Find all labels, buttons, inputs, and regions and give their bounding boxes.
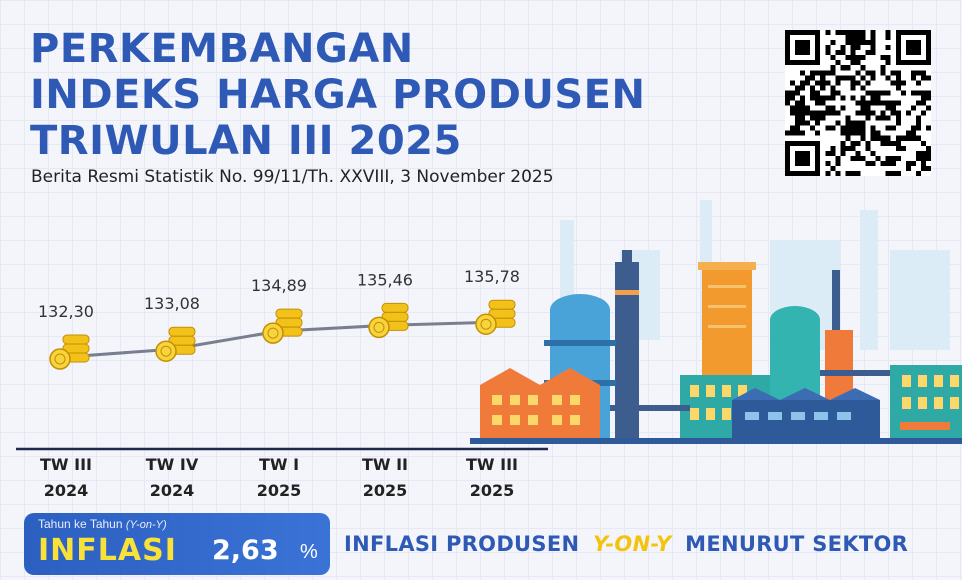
sector-title-part2: MENURUT SEKTOR: [685, 532, 909, 556]
title-line-3: TRIWULAN III 2025: [30, 118, 462, 164]
data-label: 133,08: [144, 294, 200, 313]
category-label: TW II: [362, 455, 408, 474]
page-title: PERKEMBANGAN INDEKS HARGA PRODUSEN TRIWU…: [30, 26, 645, 164]
coin-stack-icon: [262, 308, 303, 344]
coin-stack-icon: [475, 299, 516, 335]
data-label: 135,78: [464, 267, 520, 286]
inflation-label: INFLASI: [38, 533, 177, 568]
category-year-label: 2025: [470, 481, 515, 500]
category-label: TW IV: [146, 455, 199, 474]
yoy-caption: Tahun ke Tahun (Y-on-Y): [38, 517, 167, 531]
subtitle: Berita Resmi Statistik No. 99/11/Th. XXV…: [31, 167, 554, 187]
category-year-label: 2025: [363, 481, 408, 500]
ihp-line-chart: 132,30 TW III 2024 133,08 TW IV 2024 134,89 TW …: [16, 267, 548, 500]
category-label: TW III: [40, 455, 92, 474]
coin-stack-icon: [368, 302, 409, 339]
yoy-caption-abbr: (Y-on-Y): [125, 519, 167, 531]
data-label: 132,30: [38, 302, 94, 321]
yoy-caption-text: Tahun ke Tahun: [38, 517, 123, 531]
category-label: TW I: [259, 455, 299, 474]
category-year-label: 2025: [257, 481, 302, 500]
title-line-2: INDEKS HARGA PRODUSEN: [30, 72, 646, 118]
inflation-unit: %: [300, 541, 318, 563]
qr-code-icon[interactable]: [785, 30, 931, 176]
data-label: 134,89: [251, 276, 307, 295]
inflation-box: Tahun ke Tahun (Y-on-Y) INFLASI 2,63 %: [24, 513, 330, 575]
sector-section-title: INFLASI PRODUSEN Y-ON-Y MENURUT SEKTOR: [344, 532, 908, 556]
category-label: TW III: [466, 455, 518, 474]
coin-stack-icon: [49, 334, 90, 370]
industrial-factory-icon: [470, 200, 962, 444]
category-year-label: 2024: [44, 481, 89, 500]
title-line-1: PERKEMBANGAN: [30, 26, 414, 72]
category-year-label: 2024: [150, 481, 195, 500]
sector-title-highlight: Y-ON-Y: [592, 532, 672, 556]
data-label: 135,46: [357, 270, 413, 289]
coin-stack-icon: [155, 326, 196, 362]
sector-title-part1: INFLASI PRODUSEN: [344, 532, 580, 556]
inflation-value: 2,63: [212, 535, 279, 566]
